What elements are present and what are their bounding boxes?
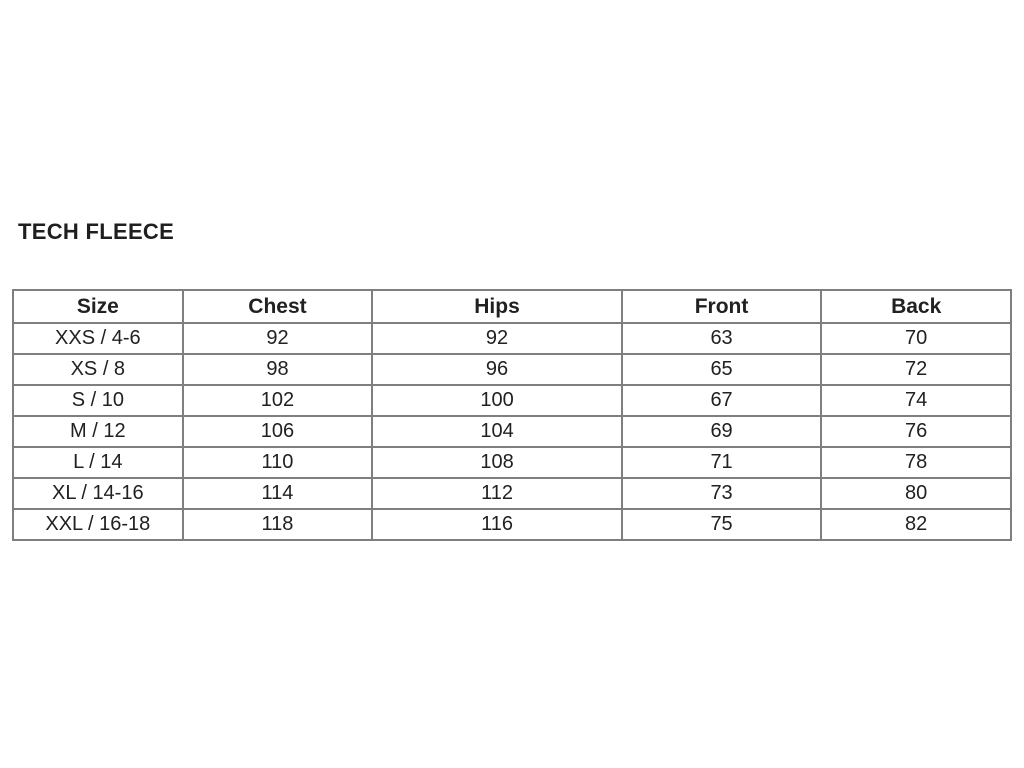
hips-cell: 116 xyxy=(371,508,623,541)
back-cell: 70 xyxy=(820,322,1012,355)
chest-cell: 114 xyxy=(181,477,374,510)
size-cell: S / 10 xyxy=(12,384,184,417)
front-cell: 75 xyxy=(620,508,823,541)
page-title: TECH FLEECE xyxy=(18,219,175,244)
table-row: L / 14 110 108 71 78 xyxy=(12,446,1012,479)
column-header-back: Back xyxy=(820,289,1012,324)
hips-cell: 108 xyxy=(371,446,623,479)
chest-cell: 106 xyxy=(181,415,374,448)
column-header-chest: Chest xyxy=(181,289,374,324)
back-cell: 82 xyxy=(820,508,1012,541)
table-row: XL / 14-16 114 112 73 80 xyxy=(12,477,1012,510)
front-cell: 73 xyxy=(620,477,823,510)
front-cell: 67 xyxy=(620,384,823,417)
front-cell: 63 xyxy=(620,322,823,355)
table-row: M / 12 106 104 69 76 xyxy=(12,415,1012,448)
front-cell: 69 xyxy=(620,415,823,448)
front-cell: 71 xyxy=(620,446,823,479)
size-cell: L / 14 xyxy=(12,446,184,479)
chest-cell: 98 xyxy=(181,353,374,386)
chest-cell: 110 xyxy=(181,446,374,479)
hips-cell: 96 xyxy=(371,353,623,386)
size-cell: XXL / 16-18 xyxy=(12,508,184,541)
back-cell: 78 xyxy=(820,446,1012,479)
column-header-size: Size xyxy=(12,289,184,324)
back-cell: 74 xyxy=(820,384,1012,417)
table-row: XXL / 16-18 118 116 75 82 xyxy=(12,508,1012,541)
front-cell: 65 xyxy=(620,353,823,386)
size-cell: XXS / 4-6 xyxy=(12,322,184,355)
chest-cell: 92 xyxy=(181,322,374,355)
back-cell: 72 xyxy=(820,353,1012,386)
size-cell: M / 12 xyxy=(12,415,184,448)
table-header-row: Size Chest Hips Front Back xyxy=(12,289,1012,324)
hips-cell: 112 xyxy=(371,477,623,510)
chest-cell: 102 xyxy=(181,384,374,417)
hips-cell: 100 xyxy=(371,384,623,417)
table-row: XXS / 4-6 92 92 63 70 xyxy=(12,322,1012,355)
column-header-front: Front xyxy=(620,289,823,324)
size-chart-table: Size Chest Hips Front Back XXS / 4-6 92 … xyxy=(12,289,1012,541)
back-cell: 76 xyxy=(820,415,1012,448)
size-cell: XL / 14-16 xyxy=(12,477,184,510)
column-header-hips: Hips xyxy=(371,289,623,324)
back-cell: 80 xyxy=(820,477,1012,510)
hips-cell: 104 xyxy=(371,415,623,448)
size-cell: XS / 8 xyxy=(12,353,184,386)
table-row: S / 10 102 100 67 74 xyxy=(12,384,1012,417)
hips-cell: 92 xyxy=(371,322,623,355)
table-row: XS / 8 98 96 65 72 xyxy=(12,353,1012,386)
chest-cell: 118 xyxy=(181,508,374,541)
